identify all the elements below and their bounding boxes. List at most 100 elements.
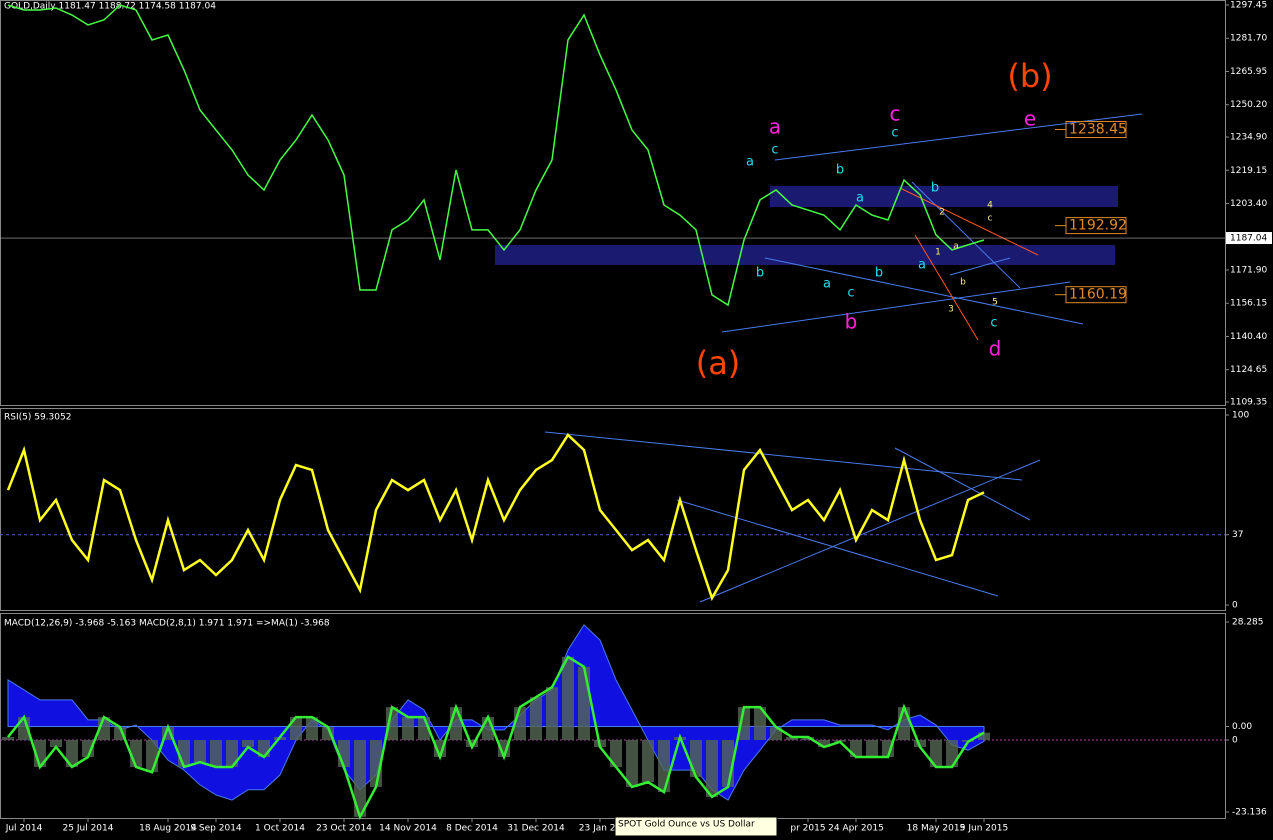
y-tick-label: 1250.20	[1230, 100, 1267, 110]
histogram-bar	[626, 739, 638, 787]
y-tick-label: 1203.40	[1230, 199, 1267, 209]
wave-label: c	[891, 126, 898, 141]
frames	[0, 0, 1226, 819]
x-tick-label: 9 Sep 2014	[190, 824, 242, 834]
wave-label: a	[823, 277, 831, 292]
x-tick-label: 8 Dec 2014	[446, 824, 498, 834]
trendline	[899, 187, 1039, 256]
x-tick-label: 25 Jul 2014	[63, 824, 114, 834]
y-tick-label: 1234.90	[1230, 133, 1267, 143]
histogram-bar	[690, 739, 702, 777]
y-tick-label: 1124.65	[1230, 365, 1267, 375]
histogram-bar	[866, 739, 878, 757]
y-tick-label: 1265.95	[1230, 67, 1267, 77]
zone	[770, 186, 1118, 207]
wave-label: b	[836, 163, 844, 178]
histogram-bar	[66, 739, 78, 767]
wave-label: 5	[992, 298, 998, 308]
histogram-bar	[2, 737, 14, 740]
trendline	[721, 281, 1071, 333]
histogram-bar	[642, 739, 654, 783]
wave-label: c	[771, 143, 778, 158]
wave-label: 3	[948, 305, 954, 315]
tooltip: SPOT Gold Ounce vs US Dollar	[618, 820, 755, 830]
histogram-bar	[466, 739, 478, 748]
wave-label: b	[931, 181, 939, 196]
histogram-bar	[562, 656, 574, 740]
wave-label: a	[856, 191, 864, 206]
histogram-bar	[226, 739, 238, 767]
trendline	[911, 181, 1021, 289]
histogram-bar	[786, 737, 798, 740]
histogram-bar	[210, 739, 222, 767]
wave-label: a	[918, 258, 926, 273]
x-tick-label: pr 2015	[790, 824, 825, 834]
wave-label: 1	[935, 248, 941, 258]
price-title: GOLD,Daily 1181.47 1188.72 1174.58 1187.…	[4, 2, 216, 12]
price-label-box	[1065, 121, 1127, 139]
wave-label: c	[988, 214, 993, 224]
x-tick-label: 18 Aug 2014	[139, 824, 197, 834]
last-price-box	[1226, 232, 1272, 245]
histogram-bar	[530, 697, 542, 740]
trendline	[914, 234, 979, 341]
x-tick-label: 23 Jan 20	[579, 824, 622, 834]
y-tick-label: 1109.35	[1230, 398, 1267, 408]
histogram-bar	[546, 687, 558, 740]
histogram-bar	[146, 739, 158, 773]
trendline	[699, 459, 1041, 603]
rsi-title: RSI(5) 59.3052	[4, 413, 71, 423]
x-tick-label: 9 Jun 2015	[960, 824, 1008, 834]
wave-label: a	[953, 242, 959, 252]
price-label: 1192.92	[1069, 218, 1127, 234]
wave-label: a	[769, 115, 781, 139]
histogram-bar	[194, 739, 206, 763]
y-tick-label: 1297.45	[1230, 1, 1267, 11]
wave-label: c	[847, 286, 854, 301]
wave-label: (a)	[696, 344, 741, 382]
x-tick-label: 1 Oct 2014	[255, 824, 305, 834]
trendline	[544, 431, 1023, 481]
x-tick-label: 14 Nov 2014	[379, 824, 437, 834]
wave-label: a	[746, 155, 754, 170]
x-tick-label: 23 Oct 2014	[316, 824, 372, 834]
rsi-frame	[0, 408, 1226, 611]
wave-label: b	[756, 266, 764, 281]
price-label: 1160.19	[1069, 287, 1127, 303]
histogram-bar	[306, 717, 318, 740]
histogram-bar	[578, 666, 590, 740]
price-frame	[0, 0, 1226, 406]
wave-label: b	[960, 278, 966, 288]
histogram-bar	[658, 739, 670, 793]
zone	[495, 245, 1115, 265]
trendline	[764, 257, 1084, 325]
x-tick-label: Jul 2014	[5, 824, 43, 834]
histogram-bar	[978, 732, 990, 740]
y-tick-label: 1281.70	[1230, 34, 1267, 44]
y-tick-label: -23.136	[1232, 807, 1267, 817]
y-tick-label: 0	[1232, 601, 1238, 611]
wave-label: c	[990, 316, 997, 331]
histogram-bar	[402, 717, 414, 740]
histogram-bar	[738, 707, 750, 740]
y-tick-label: 0.00	[1232, 722, 1252, 732]
wave-label: c	[890, 102, 901, 126]
wave-label: (b)	[1007, 57, 1052, 95]
wave-label: b	[875, 266, 883, 281]
rsi-line	[6, 433, 985, 602]
macd-title: MACD(12,26,9) -3.968 -5.163 MACD(2,8,1) …	[4, 619, 330, 629]
trendlines	[544, 113, 1143, 603]
histogram-bar	[802, 737, 814, 740]
histogram-bar	[706, 739, 718, 797]
y-tick-label: 1140.40	[1230, 332, 1267, 342]
histogram-bar	[930, 739, 942, 767]
trendline	[949, 257, 1011, 276]
y-tick-label: 1219.15	[1230, 166, 1267, 176]
wave-label: 4	[987, 201, 993, 211]
histogram-bar	[914, 739, 926, 748]
histogram-bar	[610, 739, 622, 767]
y-tick-label: 100	[1232, 411, 1249, 421]
last-price-label: 1187.04	[1230, 234, 1267, 244]
wave-label: b	[845, 310, 858, 334]
